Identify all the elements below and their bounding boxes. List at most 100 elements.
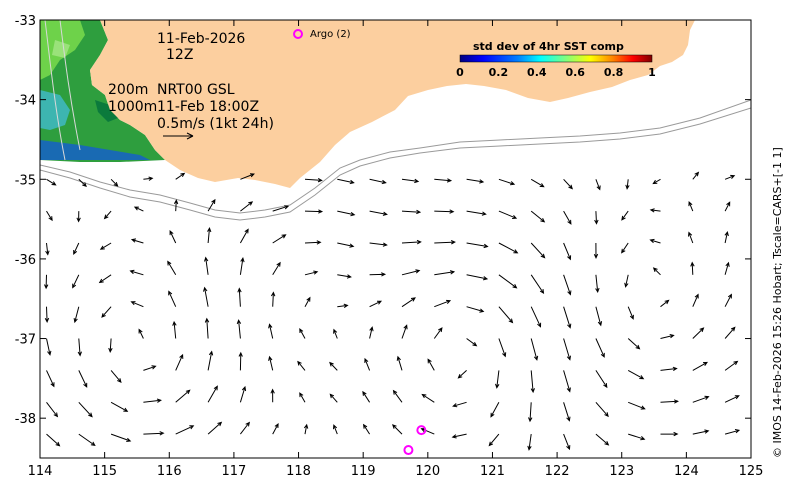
x-tick-label: 117: [221, 464, 246, 479]
current-vector-arrow: [138, 328, 144, 339]
current-vector-arrow: [466, 210, 487, 216]
current-vector-arrow: [46, 210, 53, 222]
current-vector-arrow: [110, 433, 132, 442]
argo-float-marker: [403, 445, 414, 456]
current-vector-arrow: [621, 242, 629, 254]
current-vector-arrow: [724, 395, 740, 403]
colorbar-tick-label: 1: [648, 66, 656, 79]
colorbar-tick-label: 0.6: [565, 66, 585, 79]
current-vector-arrow: [369, 300, 383, 308]
current-vector-arrow: [391, 424, 403, 435]
current-vector-arrow: [724, 429, 741, 435]
current-vector-arrow: [660, 334, 675, 339]
current-vector-arrow: [78, 433, 96, 447]
current-vector-arrow: [98, 274, 112, 284]
current-vector-arrow: [621, 210, 629, 221]
current-vector-arrow: [76, 211, 81, 223]
current-vector-arrow: [495, 370, 500, 389]
current-vector-arrow: [240, 421, 250, 435]
credit-text: © IMOS 14-Feb-2026 15:26 Hobart; Tscale=…: [771, 147, 784, 458]
current-vector-arrow: [595, 433, 610, 446]
current-vector-arrow: [527, 434, 532, 451]
current-vector-arrow: [627, 338, 641, 350]
current-vector-arrow: [99, 242, 112, 250]
current-vector-arrow: [369, 242, 388, 247]
current-vector-arrow: [46, 338, 52, 356]
current-vector-arrow: [46, 370, 55, 388]
current-vector-arrow: [563, 242, 572, 261]
current-vector-arrow: [692, 429, 710, 435]
current-vector-arrow: [401, 209, 422, 215]
current-vector-arrow: [595, 274, 600, 294]
argo-float-marker: [416, 425, 427, 436]
current-vector-arrow: [329, 361, 338, 371]
contour-1000m: [40, 107, 751, 221]
current-vector-arrow: [272, 205, 290, 212]
current-vector-arrow: [563, 306, 572, 329]
current-vector-arrow: [563, 338, 571, 361]
current-vector-arrow: [692, 361, 708, 371]
current-vector-arrow: [236, 319, 242, 339]
current-vector-arrow: [466, 306, 485, 313]
current-vector-arrow: [175, 389, 191, 403]
current-vector-arrow: [530, 306, 542, 328]
current-vector-arrow: [362, 423, 371, 435]
current-vector-arrow: [239, 228, 249, 244]
current-vector-arrow: [303, 423, 309, 435]
colorbar-tick-label: 0.8: [604, 66, 624, 79]
current-vector-arrow: [237, 287, 242, 307]
current-vector-arrow: [369, 272, 387, 277]
current-vectors: [44, 171, 741, 451]
current-vector-arrow: [627, 306, 634, 320]
current-vector-arrow: [530, 210, 546, 223]
current-vector-arrow: [498, 178, 516, 186]
current-vector-arrow: [268, 323, 274, 339]
current-vector-arrow: [628, 401, 646, 410]
current-vector-arrow: [77, 338, 82, 357]
current-vector-arrow: [628, 433, 646, 441]
colorbar-ticks: 0 0.2 0.4 0.6 0.8 1: [456, 66, 656, 79]
x-tick-label: 116: [157, 464, 182, 479]
current-vector-arrow: [272, 422, 279, 435]
current-vector-arrow: [724, 326, 736, 339]
current-vector-arrow: [369, 178, 387, 185]
current-vector-arrow: [530, 338, 539, 361]
current-vector-arrow: [103, 210, 112, 220]
current-vector-arrow: [457, 370, 467, 379]
current-vector-arrow: [401, 239, 422, 245]
current-vector-arrow: [73, 242, 80, 255]
y-tick-label: -34: [15, 94, 36, 109]
current-vector-arrow: [692, 293, 699, 307]
current-vector-arrow: [396, 355, 403, 371]
current-vector-arrow: [594, 211, 599, 225]
current-vector-arrow: [272, 234, 287, 244]
current-vector-arrow: [304, 296, 311, 307]
current-vector-arrow: [78, 401, 93, 418]
current-vector-arrow: [401, 324, 408, 339]
current-vector-arrow: [46, 433, 61, 447]
current-vector-arrow: [130, 238, 144, 244]
current-vector-arrow: [692, 327, 705, 339]
x-tick-label: 121: [480, 464, 505, 479]
current-vector-arrow: [466, 178, 485, 184]
current-vector-arrow: [173, 199, 179, 212]
current-vector-arrow: [688, 201, 694, 212]
current-vector-arrow: [595, 370, 608, 389]
current-vector-arrow: [595, 338, 605, 358]
y-tick-label: -36: [15, 253, 36, 268]
current-vector-arrow: [333, 328, 338, 339]
current-vector-arrow: [130, 301, 144, 308]
current-vector-arrow: [143, 398, 162, 403]
annotation-depth2: 1000m: [108, 99, 157, 115]
x-tick-label: 114: [28, 464, 53, 479]
current-vector-arrow: [421, 393, 435, 403]
current-vector-arrow: [652, 267, 661, 276]
current-vector-arrow: [272, 261, 281, 276]
colorbar-tick-label: 0.4: [527, 66, 547, 79]
current-vector-arrow: [297, 360, 306, 371]
current-vector-arrow: [337, 178, 355, 185]
current-vector-arrow: [101, 306, 112, 318]
current-vector-arrow: [724, 261, 730, 275]
current-vector-arrow: [498, 306, 514, 324]
